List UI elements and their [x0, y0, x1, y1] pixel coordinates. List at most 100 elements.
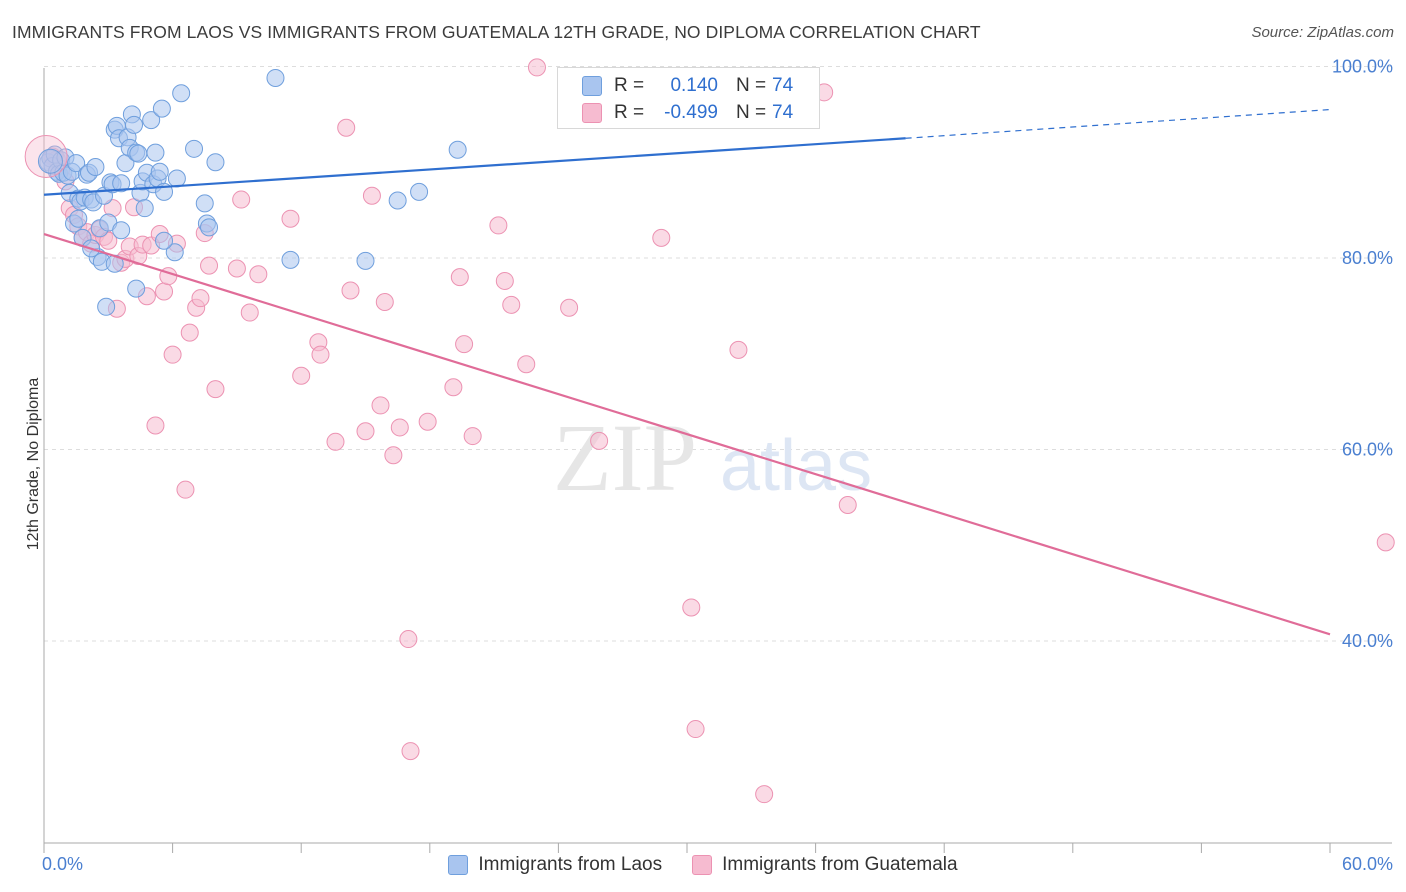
y-tick-label: 60.0% [1342, 439, 1393, 459]
guatemala-point [384, 446, 403, 465]
laos-cluster-point [37, 148, 63, 174]
guatemala-trend-line [43, 232, 1331, 636]
guatemala-swatch [582, 103, 602, 123]
guatemala-point [686, 720, 705, 739]
guatemala-cluster-point [24, 134, 68, 178]
guatemala-point [682, 598, 701, 617]
guatemala-point [311, 345, 330, 364]
guatemala-point [341, 281, 360, 300]
laos-point [448, 140, 467, 159]
tick-labels: 100.0% 80.0% 60.0% 40.0% 0.0% 60.0% [42, 56, 1393, 874]
guatemala-point [652, 228, 671, 247]
laos-point [172, 84, 191, 103]
laos-point [135, 199, 154, 218]
guatemala-point [399, 630, 418, 649]
guatemala-point [590, 431, 609, 450]
watermark-atlas: atlas [720, 426, 872, 506]
laos-point [266, 68, 285, 87]
laos-point [112, 174, 131, 193]
axes [43, 68, 1392, 853]
guatemala-point [362, 186, 381, 205]
laos-point [167, 169, 186, 188]
laos-swatch [582, 76, 602, 96]
chart-title: IMMIGRANTS FROM LAOS VS IMMIGRANTS FROM … [12, 22, 981, 42]
laos-point [206, 153, 225, 172]
laos-point [112, 221, 131, 240]
guatemala-point [390, 418, 409, 437]
guatemala-point [356, 422, 375, 441]
guatemala-point [401, 742, 420, 761]
guatemala-point [99, 231, 118, 250]
y-tick-label: 100.0% [1332, 56, 1393, 76]
laos-point [281, 250, 300, 269]
laos-point [129, 144, 148, 163]
laos-point [86, 158, 105, 177]
stats-box: R = 0.140 N = 74 R = -0.499 N = 74 [557, 67, 820, 129]
guatemala-point [200, 256, 219, 275]
legend-label-guatemala: Immigrants from Guatemala [722, 854, 958, 875]
guatemala-point [450, 268, 469, 287]
laos-trend-line [43, 137, 906, 196]
y-tick-label: 80.0% [1342, 248, 1393, 268]
laos-point [195, 194, 214, 213]
guatemala-point [191, 289, 210, 308]
guatemala-point [527, 58, 546, 77]
guatemala-point [326, 432, 345, 451]
guatemala-point [146, 416, 165, 435]
guatemala-point [371, 396, 390, 415]
laos-point [69, 209, 88, 228]
trend-lines [43, 108, 1331, 636]
guatemala-point [292, 366, 311, 385]
laos-r-label: R = [614, 75, 645, 96]
grid-lines [44, 65, 1392, 642]
guatemala-point [249, 265, 268, 284]
guatemala-point [729, 340, 748, 359]
guatemala-point [444, 378, 463, 397]
legend-label-laos: Immigrants from Laos [478, 854, 663, 875]
laos-point [146, 143, 165, 162]
guatemala-point [418, 412, 437, 431]
guatemala-point [281, 209, 300, 228]
laos-point [185, 139, 204, 158]
guatemala-point [560, 298, 579, 317]
laos-point [127, 279, 146, 298]
guatemala-n-label: N = [736, 102, 767, 123]
laos-r-value: 0.140 [670, 75, 718, 96]
guatemala-point [240, 303, 259, 322]
guatemala-point [227, 259, 246, 278]
guatemala-r-value: -0.499 [664, 102, 718, 123]
guatemala-point [375, 293, 394, 312]
guatemala-point [502, 295, 521, 314]
source-label: Source: ZipAtlas.com [1251, 24, 1394, 41]
laos-point [125, 115, 144, 134]
legend: Immigrants from Laos Immigrants from Gua… [0, 852, 1406, 878]
legend-swatch-guatemala [692, 855, 713, 875]
guatemala-point [455, 335, 474, 354]
laos-n-value: 74 [772, 75, 794, 96]
laos-trend-extension [905, 108, 1331, 139]
laos-point [142, 111, 161, 130]
laos-point [155, 231, 174, 250]
legend-item-laos[interactable]: Immigrants from Laos [448, 852, 662, 878]
guatemala-n-value: 74 [772, 102, 794, 123]
guatemala-point [463, 427, 482, 446]
legend-item-guatemala[interactable]: Immigrants from Guatemala [692, 852, 958, 878]
y-tick-label: 40.0% [1342, 631, 1393, 651]
x-tick-label: 0.0% [42, 854, 83, 874]
laos-point [150, 162, 169, 181]
guatemala-point [176, 480, 195, 499]
guatemala-point [489, 216, 508, 235]
guatemala-point [838, 496, 857, 515]
laos-point [67, 154, 86, 173]
guatemala-point [495, 271, 514, 290]
guatemala-point [517, 355, 536, 374]
guatemala-point [337, 118, 356, 137]
x-tick-label: 60.0% [1342, 854, 1393, 874]
laos-point [200, 218, 219, 237]
watermark-zip: ZIP [553, 404, 697, 511]
guatemala-r-label: R = [614, 102, 645, 123]
laos-point [165, 243, 184, 262]
guatemala-point [1376, 533, 1395, 552]
laos-point [410, 182, 429, 201]
